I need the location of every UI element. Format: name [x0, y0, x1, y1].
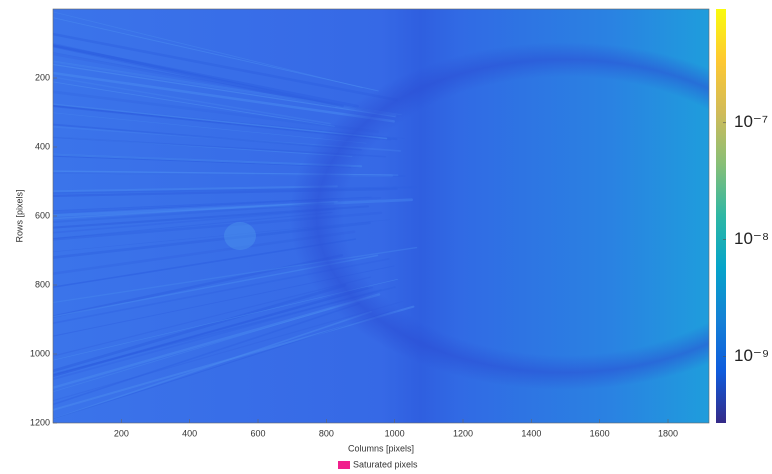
legend-label: Saturated pixels [353, 459, 418, 469]
x-tick-label: 400 [182, 428, 197, 438]
plot-area [53, 9, 709, 423]
y-tick-label: 200 [35, 72, 50, 82]
x-tick-label: 1000 [385, 428, 405, 438]
x-tick-label: 200 [114, 428, 129, 438]
x-tick-label: 1600 [590, 428, 610, 438]
colorbar-tick-label: 10⁻⁷ [734, 112, 768, 131]
x-axis-label: Columns [pixels] [348, 443, 414, 453]
x-tick-label: 1800 [658, 428, 678, 438]
x-tick-label: 800 [319, 428, 334, 438]
x-tick-label: 1400 [521, 428, 541, 438]
colorbar [716, 9, 726, 423]
colorbar-tick-label: 10⁻⁹ [734, 346, 769, 365]
y-tick-label: 800 [35, 279, 50, 289]
y-axis-label: Rows [pixels] [14, 189, 24, 242]
legend-swatch [338, 461, 350, 469]
y-tick-label: 400 [35, 141, 50, 151]
y-tick-label: 1000 [30, 348, 50, 358]
x-tick-label: 600 [250, 428, 265, 438]
y-tick-label: 600 [35, 210, 50, 220]
x-tick-label: 1200 [453, 428, 473, 438]
colorbar-tick-label: 10⁻⁸ [734, 229, 769, 248]
y-tick-label: 1200 [30, 417, 50, 427]
heatmap-shadow [53, 9, 709, 423]
